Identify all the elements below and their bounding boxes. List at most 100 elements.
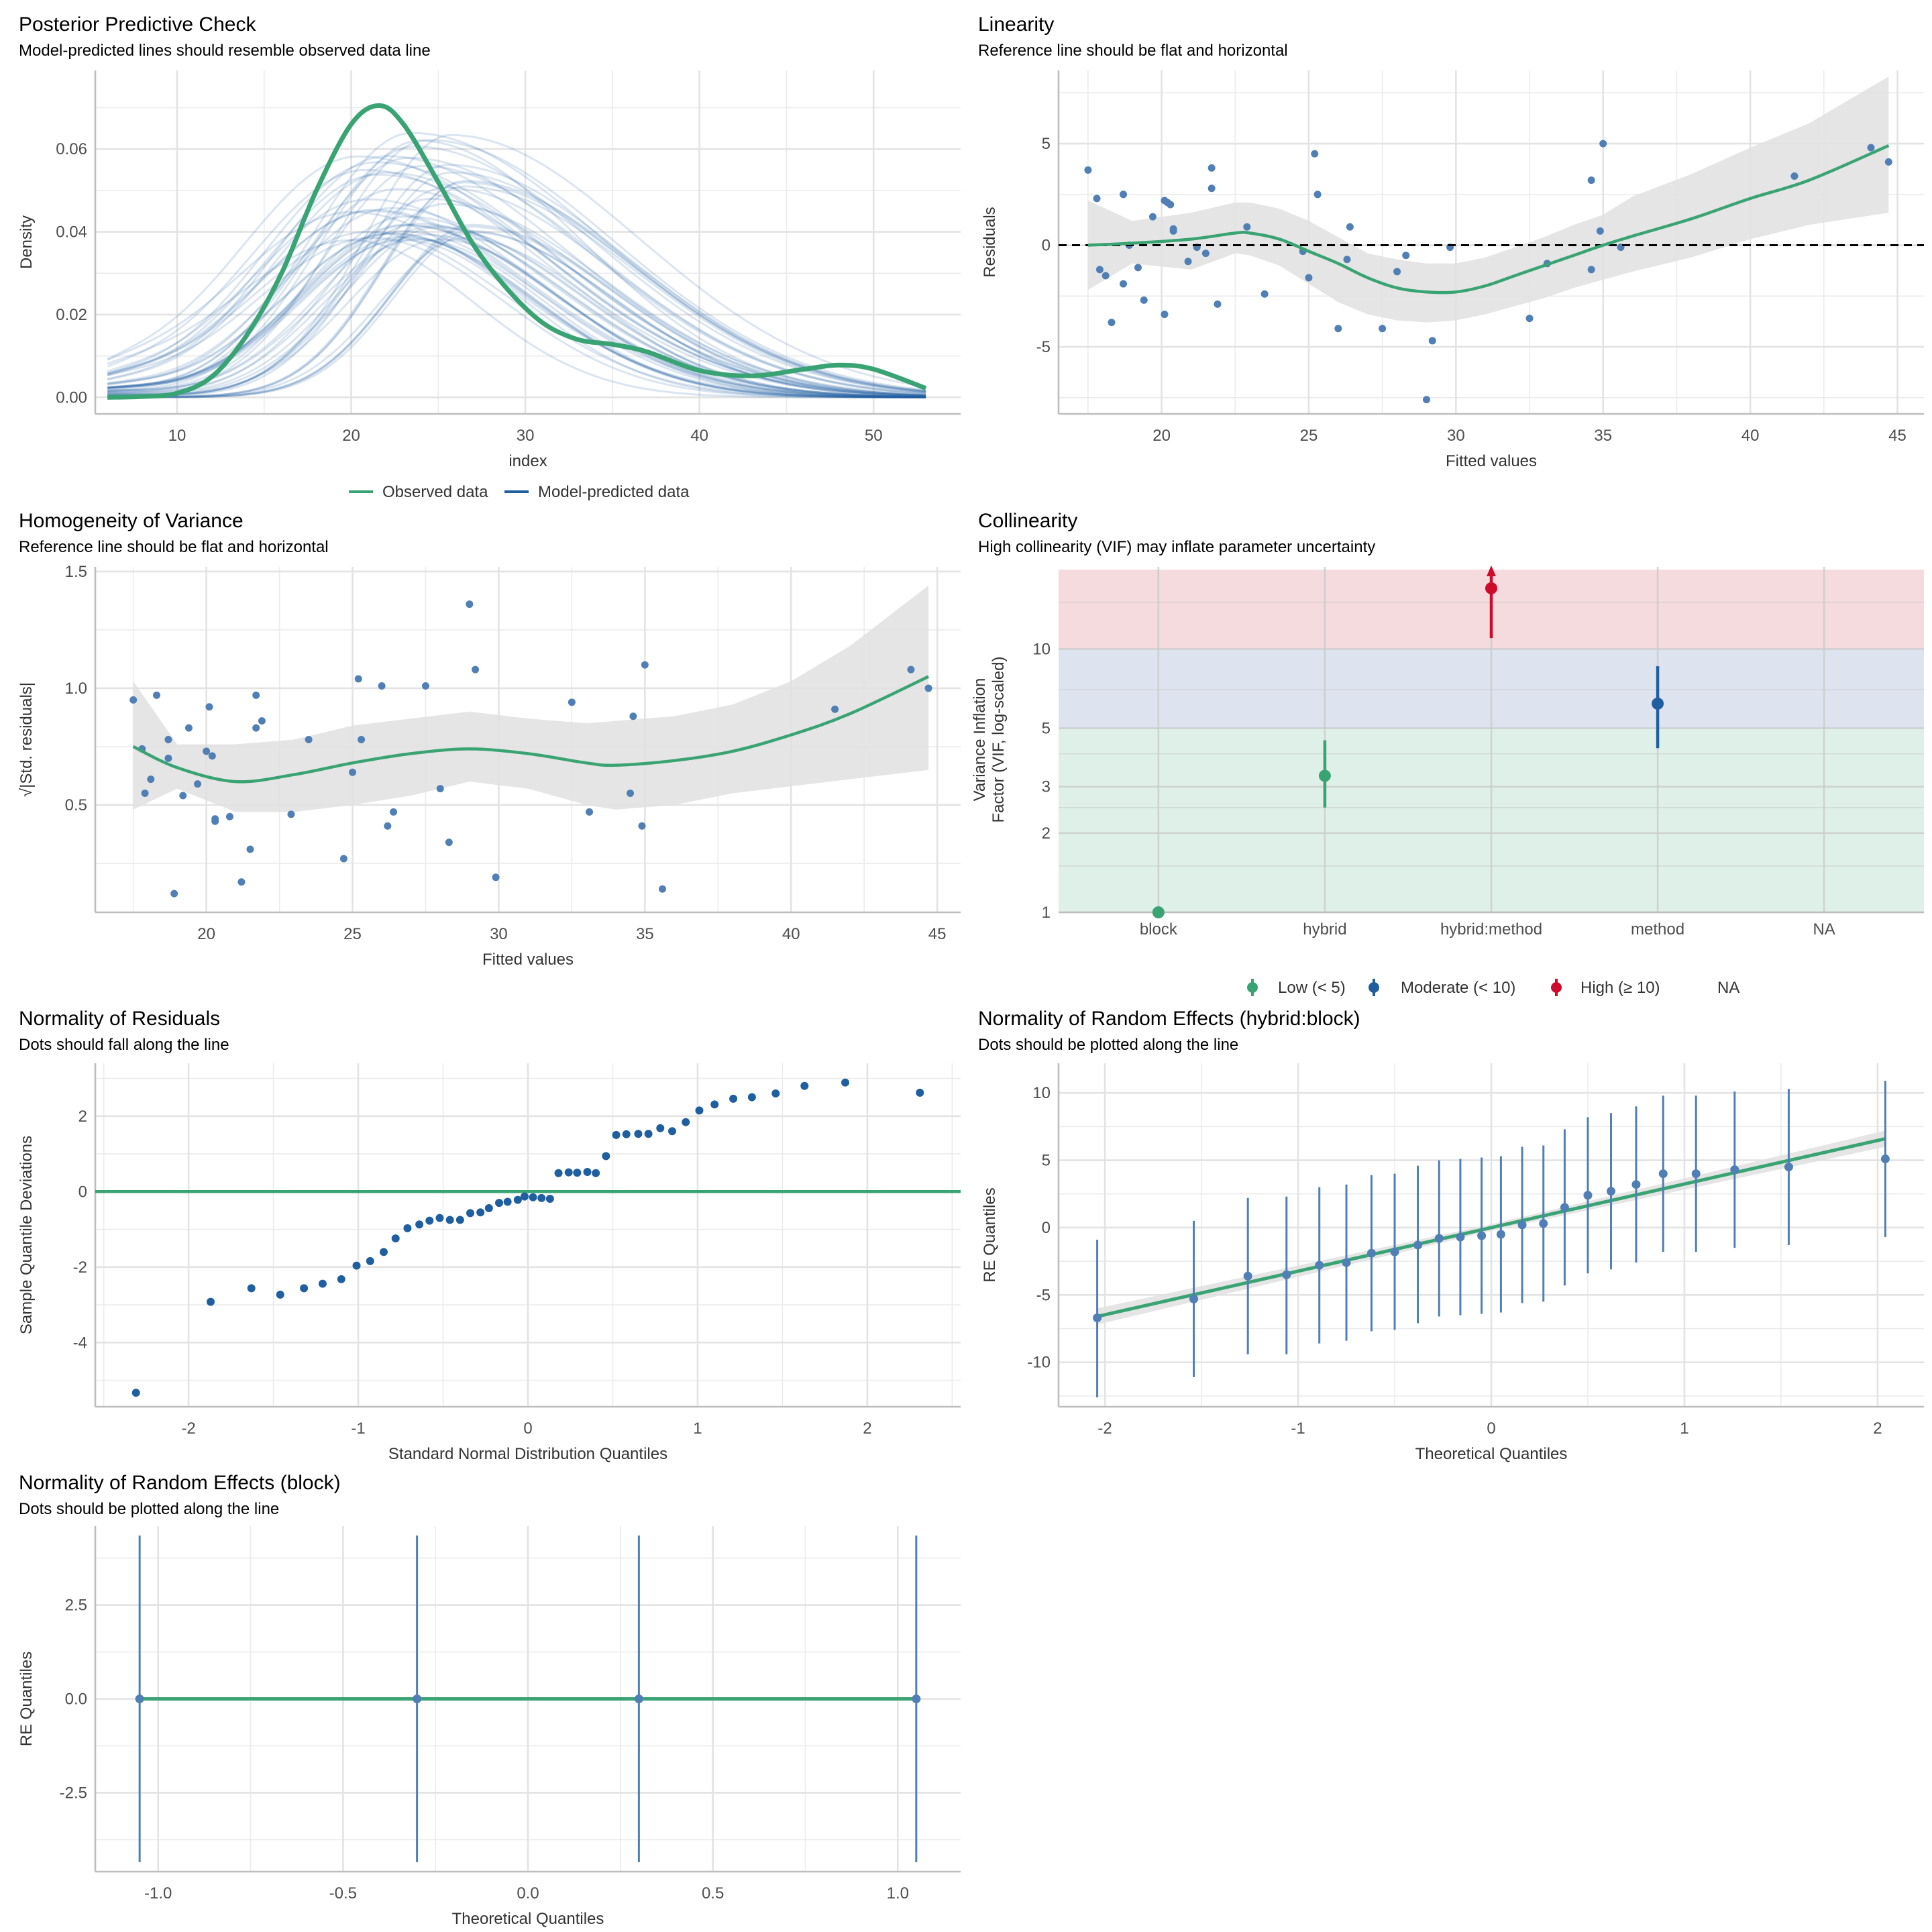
ppc-predicted-line bbox=[107, 237, 926, 398]
reb-x-tick-label: -1.0 bbox=[144, 1884, 172, 1902]
ppc-predicted-line bbox=[107, 231, 926, 398]
hov-point bbox=[354, 675, 362, 683]
ppc-predicted-line bbox=[107, 211, 926, 398]
lin-point bbox=[1790, 172, 1799, 180]
lin-x-axis-label: Fitted values bbox=[1446, 452, 1537, 470]
nor-point bbox=[300, 1284, 309, 1293]
nor-point bbox=[622, 1130, 631, 1138]
lin-point bbox=[1379, 325, 1387, 333]
rehb-y-tick-label: 5 bbox=[1042, 1152, 1051, 1170]
col-y-axis-label-line2: Factor (VIF, log-scaled) bbox=[989, 656, 1008, 822]
col-subtitle: High collinearity (VIF) may inflate para… bbox=[978, 538, 1376, 556]
ppc-predicted-line bbox=[107, 133, 926, 396]
reb-x-tick-label: 0.5 bbox=[702, 1884, 724, 1902]
rehb-fit-line bbox=[1097, 1137, 1886, 1318]
hov-point bbox=[339, 855, 347, 863]
lin-x-tick-label: 20 bbox=[1152, 427, 1171, 445]
ppc-predicted-line bbox=[107, 155, 926, 396]
hov-subtitle: Reference line should be flat and horizo… bbox=[19, 538, 329, 556]
col-title: Collinearity bbox=[978, 510, 1078, 532]
ppc-x-tick-label: 10 bbox=[168, 427, 186, 445]
ppc-predicted-line bbox=[107, 168, 926, 397]
nor-point bbox=[247, 1284, 256, 1293]
hov-point bbox=[568, 698, 576, 706]
rehb-y-tick-label: -5 bbox=[1036, 1286, 1051, 1304]
rehb-point bbox=[1607, 1187, 1616, 1196]
hov-y-tick-label: 1.5 bbox=[65, 563, 87, 581]
rehb-point bbox=[1691, 1169, 1701, 1179]
ppc-predicted-line bbox=[107, 239, 926, 398]
hov-point bbox=[147, 775, 155, 784]
hov-smooth-line bbox=[132, 675, 930, 784]
lin-point bbox=[1393, 268, 1401, 276]
nor-y-tick-label: -2 bbox=[73, 1258, 87, 1277]
ppc-title: Posterior Predictive Check bbox=[19, 13, 256, 36]
ppc-predicted-line bbox=[107, 229, 926, 398]
hov-point bbox=[358, 736, 366, 743]
nor-x-tick-label: -1 bbox=[351, 1419, 365, 1438]
nor-point bbox=[466, 1209, 474, 1218]
rehb-x-tick-label: -2 bbox=[1097, 1419, 1112, 1438]
lin-point bbox=[1102, 272, 1110, 280]
rehb-y-tick-label: -10 bbox=[1027, 1354, 1051, 1372]
lin-point bbox=[1428, 337, 1436, 345]
hov-point bbox=[194, 780, 202, 788]
hov-point bbox=[184, 724, 193, 732]
nor-x-axis-label: Standard Normal Distribution Quantiles bbox=[388, 1445, 667, 1463]
nor-point bbox=[573, 1169, 582, 1177]
nor-point bbox=[520, 1192, 529, 1201]
ppc-x-tick-label: 40 bbox=[690, 427, 708, 445]
rehb-point bbox=[1517, 1220, 1527, 1230]
ppc-predicted-line bbox=[107, 139, 926, 393]
col-x-tick-label: block bbox=[1140, 920, 1178, 938]
nor-point bbox=[537, 1193, 546, 1202]
ppc-predicted-line bbox=[107, 226, 926, 398]
nor-point bbox=[612, 1130, 621, 1139]
ppc-predicted-line bbox=[107, 231, 926, 398]
nor-point bbox=[425, 1216, 434, 1225]
hov-point bbox=[164, 736, 172, 743]
rehb-point bbox=[1658, 1169, 1668, 1179]
ppc-y-tick-label: 0.00 bbox=[56, 388, 87, 407]
rehb-x-tick-label: 2 bbox=[1873, 1419, 1882, 1438]
ppc-predicted-line bbox=[107, 198, 926, 398]
nor-point bbox=[682, 1118, 690, 1126]
nor-point bbox=[841, 1078, 849, 1087]
rehb-point bbox=[1434, 1234, 1444, 1243]
nor-point bbox=[564, 1168, 573, 1177]
nor-x-tick-label: 0 bbox=[523, 1419, 532, 1438]
ppc-predicted-line bbox=[107, 140, 926, 396]
ppc-predicted-line bbox=[107, 239, 926, 398]
nor-subtitle: Dots should fall along the line bbox=[19, 1036, 229, 1054]
lin-smooth-line bbox=[1087, 144, 1890, 294]
col-point-block bbox=[1152, 906, 1165, 918]
col-x-tick-label: method bbox=[1631, 920, 1684, 938]
lin-y-tick-label: 5 bbox=[1042, 135, 1051, 153]
hov-point bbox=[252, 691, 260, 699]
rehb-x-tick-label: -1 bbox=[1291, 1419, 1305, 1438]
ppc-predicted-line bbox=[107, 171, 926, 396]
nor-point bbox=[366, 1256, 374, 1265]
lin-title: Linearity bbox=[978, 13, 1055, 36]
hov-x-tick-label: 30 bbox=[490, 925, 508, 943]
hov-point bbox=[384, 822, 392, 830]
hov-x-tick-label: 25 bbox=[343, 925, 362, 943]
col-x-tick-label: hybrid:method bbox=[1440, 920, 1542, 938]
rehb-point bbox=[1189, 1294, 1199, 1303]
lin-point bbox=[1422, 396, 1430, 404]
nor-point bbox=[435, 1214, 444, 1222]
ppc-predicted-line bbox=[107, 185, 926, 398]
col-y-tick-label: 1 bbox=[1042, 904, 1051, 922]
ppc-y-tick-label: 0.04 bbox=[56, 223, 87, 241]
hov-point bbox=[203, 747, 211, 755]
nor-point bbox=[592, 1169, 600, 1177]
hov-point bbox=[287, 810, 295, 818]
ppc-predicted-line bbox=[107, 238, 926, 398]
lin-point bbox=[1120, 191, 1128, 199]
ppc-predicted-line bbox=[107, 222, 926, 398]
col-legend-na: NA bbox=[1717, 979, 1739, 997]
hov-point bbox=[627, 790, 635, 798]
col-legend-moderate: Moderate (< 10) bbox=[1401, 979, 1515, 997]
col-x-tick-label: hybrid bbox=[1303, 920, 1346, 938]
nor-point bbox=[445, 1216, 454, 1224]
